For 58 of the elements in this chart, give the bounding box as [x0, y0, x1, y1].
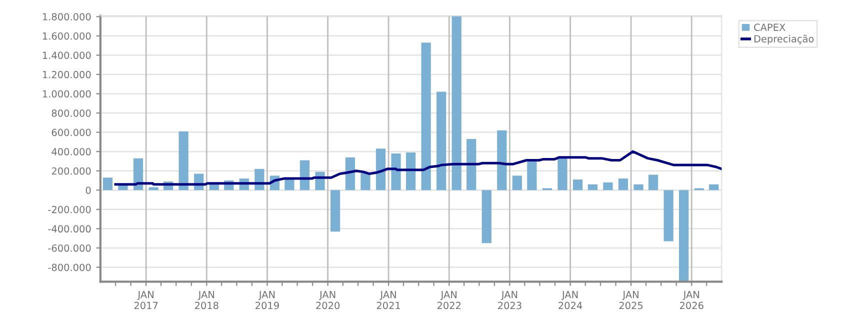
x-tick-label: JAN 2022: [437, 291, 461, 310]
bar: [603, 182, 613, 190]
bar: [209, 184, 219, 190]
bar: [436, 92, 446, 190]
bar: [360, 172, 370, 190]
bar: [618, 178, 628, 190]
x-tick-label: JAN 2023: [498, 291, 522, 310]
bar: [466, 139, 476, 190]
bar: [452, 16, 462, 190]
bar: [300, 160, 310, 190]
x-tick-label: JAN 2024: [558, 291, 582, 310]
y-tick-label: -600.000: [48, 244, 91, 252]
bar: [330, 190, 340, 232]
y-tick-label: 1.200.000: [42, 70, 91, 78]
bar: [391, 153, 401, 190]
y-tick-label: 800.000: [52, 109, 91, 117]
y-tick-label: 200.000: [52, 167, 91, 175]
x-tick-label: JAN 2019: [256, 291, 279, 310]
bar: [648, 174, 658, 190]
bar: [148, 187, 158, 190]
x-tick-label: JAN 2020: [316, 291, 340, 310]
bar: [482, 190, 492, 244]
bar: [572, 180, 583, 190]
line-series: [114, 150, 722, 186]
bar: [588, 184, 598, 190]
bar: [497, 130, 507, 190]
bar: [421, 42, 431, 190]
legend-label: CAPEX: [754, 24, 786, 31]
bar: [709, 184, 719, 190]
x-tick-label: JAN 2026: [680, 291, 704, 310]
bar: [558, 157, 568, 190]
bar: [512, 176, 522, 190]
bar: [345, 157, 356, 190]
legend-label: Depreciação: [754, 34, 814, 44]
y-tick-label: 400.000: [52, 148, 91, 156]
y-tick-label: 1.600.000: [42, 32, 91, 40]
y-tick-label: -800.000: [48, 264, 91, 272]
bar: [406, 152, 416, 190]
y-tick-label: 0: [86, 186, 91, 194]
x-tick-label: JAN 2025: [619, 291, 643, 310]
bar: [102, 178, 113, 190]
y-tick-label: 1.800.000: [42, 13, 91, 20]
y-tick-label: -200.000: [48, 206, 91, 214]
y-tick-label: 600.000: [52, 128, 91, 136]
bar: [178, 131, 188, 190]
y-tick-label: 1.400.000: [42, 52, 91, 60]
x-tick-label: JAN 2018: [194, 291, 218, 310]
y-tick-label: 1.000.000: [42, 90, 91, 98]
y-tick-label: -400.000: [48, 225, 91, 233]
bar: [133, 158, 144, 190]
x-tick-label: JAN 2021: [376, 291, 400, 310]
bar: [527, 160, 537, 190]
bar: [678, 190, 689, 282]
bar: [634, 184, 644, 190]
bar: [664, 190, 674, 242]
x-tick-label: JAN 2017: [134, 291, 158, 310]
bar: [118, 185, 128, 190]
bar: [376, 148, 386, 190]
